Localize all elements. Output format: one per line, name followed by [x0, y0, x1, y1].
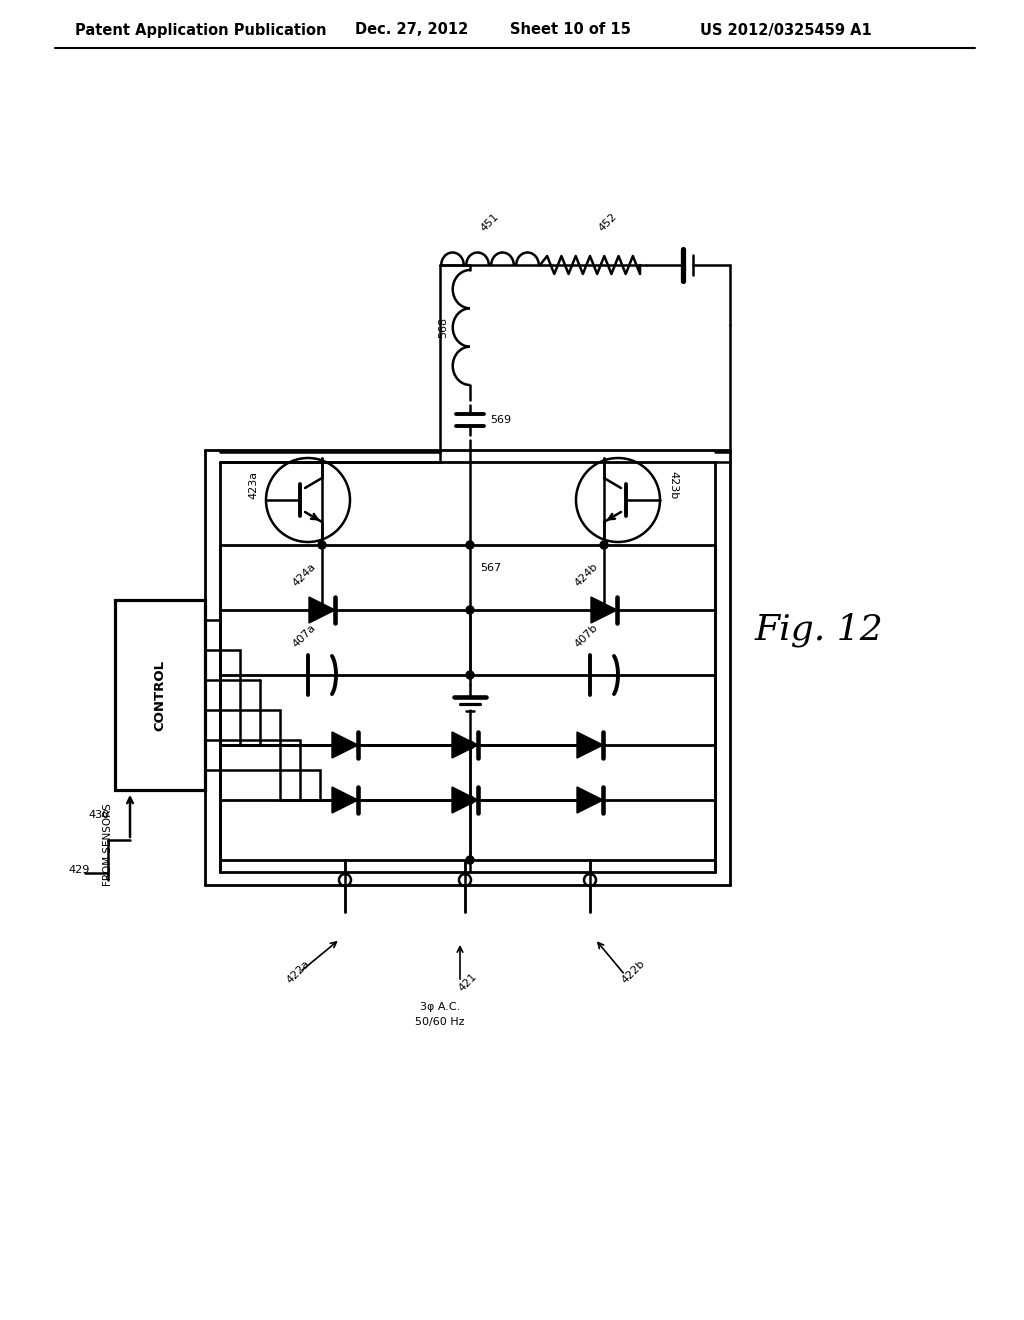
Circle shape	[466, 741, 474, 748]
Circle shape	[461, 796, 469, 804]
Text: 407a: 407a	[291, 622, 317, 649]
Polygon shape	[452, 787, 478, 813]
Text: Fig. 12: Fig. 12	[755, 612, 884, 647]
Circle shape	[461, 741, 469, 748]
Text: 424b: 424b	[572, 561, 600, 587]
Text: 50/60 Hz: 50/60 Hz	[416, 1016, 465, 1027]
Polygon shape	[332, 733, 358, 758]
Text: 407b: 407b	[572, 622, 599, 649]
Text: 421: 421	[457, 972, 479, 993]
Text: 569: 569	[490, 414, 511, 425]
Polygon shape	[577, 787, 603, 813]
Bar	[115, 601, 205, 789]
Text: Patent Application Publication: Patent Application Publication	[75, 22, 327, 37]
Text: 452: 452	[597, 211, 620, 234]
Text: 568: 568	[438, 317, 449, 338]
Text: 424a: 424a	[291, 561, 317, 587]
Circle shape	[466, 541, 474, 549]
Text: 423a: 423a	[248, 471, 258, 499]
Circle shape	[318, 541, 326, 549]
Circle shape	[318, 606, 326, 614]
Text: CONTROL: CONTROL	[154, 660, 167, 730]
Text: 422b: 422b	[620, 958, 647, 986]
Circle shape	[466, 796, 474, 804]
Circle shape	[586, 741, 594, 748]
Text: 429: 429	[68, 865, 89, 875]
Text: Dec. 27, 2012: Dec. 27, 2012	[355, 22, 468, 37]
Text: 3φ A.C.: 3φ A.C.	[420, 1002, 460, 1012]
Circle shape	[600, 541, 608, 549]
Text: 423b: 423b	[668, 471, 678, 499]
Circle shape	[586, 796, 594, 804]
Text: US 2012/0325459 A1: US 2012/0325459 A1	[700, 22, 871, 37]
Text: 451: 451	[479, 211, 501, 234]
Circle shape	[466, 855, 474, 865]
Polygon shape	[452, 733, 478, 758]
Circle shape	[466, 671, 474, 678]
Circle shape	[466, 606, 474, 614]
Text: Sheet 10 of 15: Sheet 10 of 15	[510, 22, 631, 37]
Polygon shape	[591, 597, 617, 623]
Text: 422a: 422a	[285, 958, 312, 986]
Circle shape	[341, 741, 349, 748]
Text: 430: 430	[89, 810, 110, 820]
Polygon shape	[332, 787, 358, 813]
Circle shape	[341, 796, 349, 804]
Text: FROM SENSORS: FROM SENSORS	[103, 804, 113, 887]
Polygon shape	[577, 733, 603, 758]
Circle shape	[600, 606, 608, 614]
Text: 567: 567	[480, 564, 501, 573]
Polygon shape	[309, 597, 335, 623]
